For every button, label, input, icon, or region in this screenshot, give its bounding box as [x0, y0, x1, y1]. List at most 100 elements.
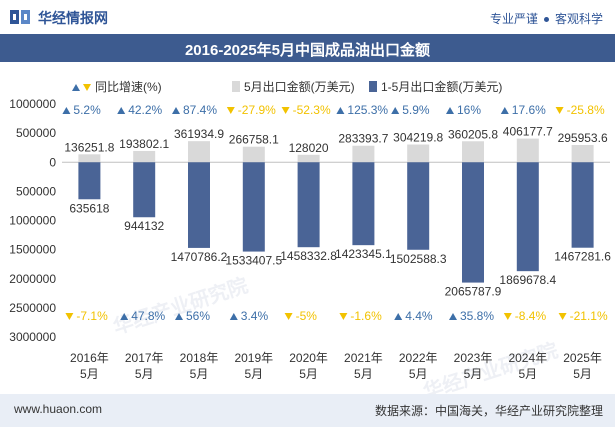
- growth-down-triangle-icon: [281, 107, 290, 114]
- cumulative-bar: [516, 162, 539, 272]
- monthly-bar: [516, 138, 539, 163]
- x-tick-label-month: 5月: [244, 367, 263, 381]
- cumulative-growth-label: -5%: [296, 309, 318, 323]
- legend-cumulative-label: 1-5月出口金额(万美元): [381, 79, 502, 94]
- top-bar: 华经情报网 专业严谨 客观科学: [0, 0, 615, 34]
- monthly-value-label: 361934.9: [174, 127, 224, 141]
- legend-cumulative-swatch: [369, 81, 377, 92]
- cumulative-bar: [78, 162, 101, 200]
- slogan-left: 专业严谨: [489, 12, 538, 26]
- monthly-bar: [133, 150, 156, 163]
- cumulative-growth-label: 56%: [186, 309, 210, 323]
- monthly-value-label: 360205.8: [448, 127, 498, 141]
- cumulative-growth-label: -1.6%: [350, 309, 382, 323]
- monthly-growth-label: 125.3%: [347, 103, 388, 117]
- y-tick-label: 1000000: [9, 97, 56, 111]
- chart-area: 同比增速(%) 5月出口金额(万美元) 1-5月出口金额(万美元) 1000000 50…: [9, 79, 611, 381]
- monthly-value-label: 136251.8: [64, 140, 114, 154]
- x-tick-label-year: 2023年: [454, 351, 493, 365]
- cumulative-growth-label: 4.4%: [405, 309, 433, 323]
- cumulative-bar: [571, 162, 594, 248]
- x-tick-label-year: 2025年: [563, 351, 602, 365]
- monthly-bar: [571, 145, 594, 163]
- monthly-bar: [462, 141, 484, 163]
- cumulative-growth-label: -7.1%: [76, 309, 108, 323]
- growth-up-triangle-icon: [172, 107, 180, 114]
- x-tick-label-year: 2020年: [289, 351, 328, 365]
- x-tick-label-month: 5月: [80, 367, 99, 381]
- monthly-value-label: 295953.6: [558, 131, 608, 145]
- growth-up-triangle-icon: [394, 313, 403, 320]
- growth-up-triangle-icon: [449, 313, 457, 320]
- cumulative-bar: [297, 162, 320, 248]
- x-tick-label-year: 2022年: [399, 351, 438, 365]
- cumulative-value-label: 2065787.9: [445, 285, 502, 299]
- footer: www.huaon.com 数据来源：中国海关，华经产业研究院整理: [0, 394, 615, 427]
- growth-up-triangle-icon: [120, 313, 129, 320]
- x-tick-label-year: 2018年: [180, 351, 219, 365]
- y-tick-label: 500000: [16, 126, 56, 140]
- monthly-bar: [297, 154, 320, 163]
- growth-up-triangle-icon: [117, 107, 126, 114]
- cumulative-value-label: 1458332.8: [280, 249, 337, 263]
- cumulative-value-label: 1869678.4: [499, 273, 556, 287]
- monthly-growth-label: -25.8%: [567, 103, 605, 117]
- cumulative-value-label: 635618: [69, 201, 109, 215]
- cumulative-value-label: 1467281.6: [554, 250, 611, 264]
- monthly-bar: [407, 144, 430, 163]
- x-tick-label-year: 2021年: [344, 351, 383, 365]
- monthly-value-label: 304219.8: [393, 131, 443, 145]
- monthly-growth-label: 5.9%: [402, 103, 430, 117]
- y-tick-label: 0: [49, 155, 56, 169]
- x-tick-label-month: 5月: [573, 367, 592, 381]
- monthly-growth-label: 5.2%: [73, 103, 101, 117]
- cumulative-bar: [242, 162, 265, 252]
- monthly-growth-label: -52.3%: [293, 103, 331, 117]
- growth-up-triangle-icon: [175, 313, 183, 320]
- growth-down-triangle-icon: [339, 313, 348, 320]
- x-tick-label-month: 5月: [354, 367, 373, 381]
- x-tick-label-year: 2016年: [70, 351, 109, 365]
- cumulative-value-label: 1423345.1: [335, 247, 392, 261]
- monthly-value-label: 283393.7: [338, 132, 388, 146]
- monthly-growth-label: 16%: [457, 103, 481, 117]
- y-tick-label: 500000: [16, 184, 56, 198]
- x-tick-label-year: 2024年: [508, 351, 547, 365]
- y-tick-label: 1500000: [9, 243, 56, 257]
- x-tick-label-month: 5月: [135, 367, 154, 381]
- monthly-growth-label: 42.2%: [128, 103, 162, 117]
- legend-monthly-swatch: [232, 81, 240, 92]
- cumulative-bar: [188, 162, 210, 248]
- huajing-logo-icon: [10, 10, 30, 24]
- cumulative-value-label: 944132: [124, 219, 164, 233]
- growth-up-triangle-icon: [500, 107, 509, 114]
- cumulative-growth-label: 35.8%: [460, 309, 494, 323]
- cumulative-value-label: 1533407.5: [225, 254, 282, 268]
- y-tick-label: 2000000: [9, 272, 56, 286]
- monthly-bar: [352, 145, 375, 163]
- growth-down-triangle-icon: [555, 107, 564, 114]
- cumulative-growth-label: -21.1%: [570, 309, 608, 323]
- chart-title: 2016-2025年5月中国成品油出口金额: [184, 42, 431, 59]
- cumulative-growth-label: 3.4%: [241, 309, 269, 323]
- monthly-value-label: 266758.1: [229, 133, 279, 147]
- cumulative-value-label: 1470786.2: [171, 250, 228, 264]
- growth-down-triangle-icon: [284, 313, 293, 320]
- x-tick-label-year: 2017年: [125, 351, 164, 365]
- growth-up-triangle-icon: [62, 107, 71, 114]
- cumulative-bar: [133, 162, 156, 218]
- cumulative-growth-label: -8.4%: [515, 309, 547, 323]
- legend-growth-label: 同比增速(%): [95, 80, 162, 94]
- cumulative-value-label: 1502588.3: [390, 252, 447, 266]
- monthly-growth-label: 17.6%: [512, 103, 546, 117]
- growth-down-triangle-icon: [503, 313, 512, 320]
- monthly-bar: [78, 154, 101, 163]
- monthly-value-label: 128020: [289, 141, 329, 155]
- growth-up-triangle-icon: [229, 313, 238, 320]
- cumulative-growth-label: 47.8%: [131, 309, 165, 323]
- monthly-value-label: 193802.1: [119, 137, 169, 151]
- slogan-right: 客观科学: [554, 12, 603, 26]
- legend-down-triangle-icon: [83, 84, 91, 91]
- growth-up-triangle-icon: [446, 107, 454, 114]
- x-tick-label-year: 2019年: [234, 351, 273, 365]
